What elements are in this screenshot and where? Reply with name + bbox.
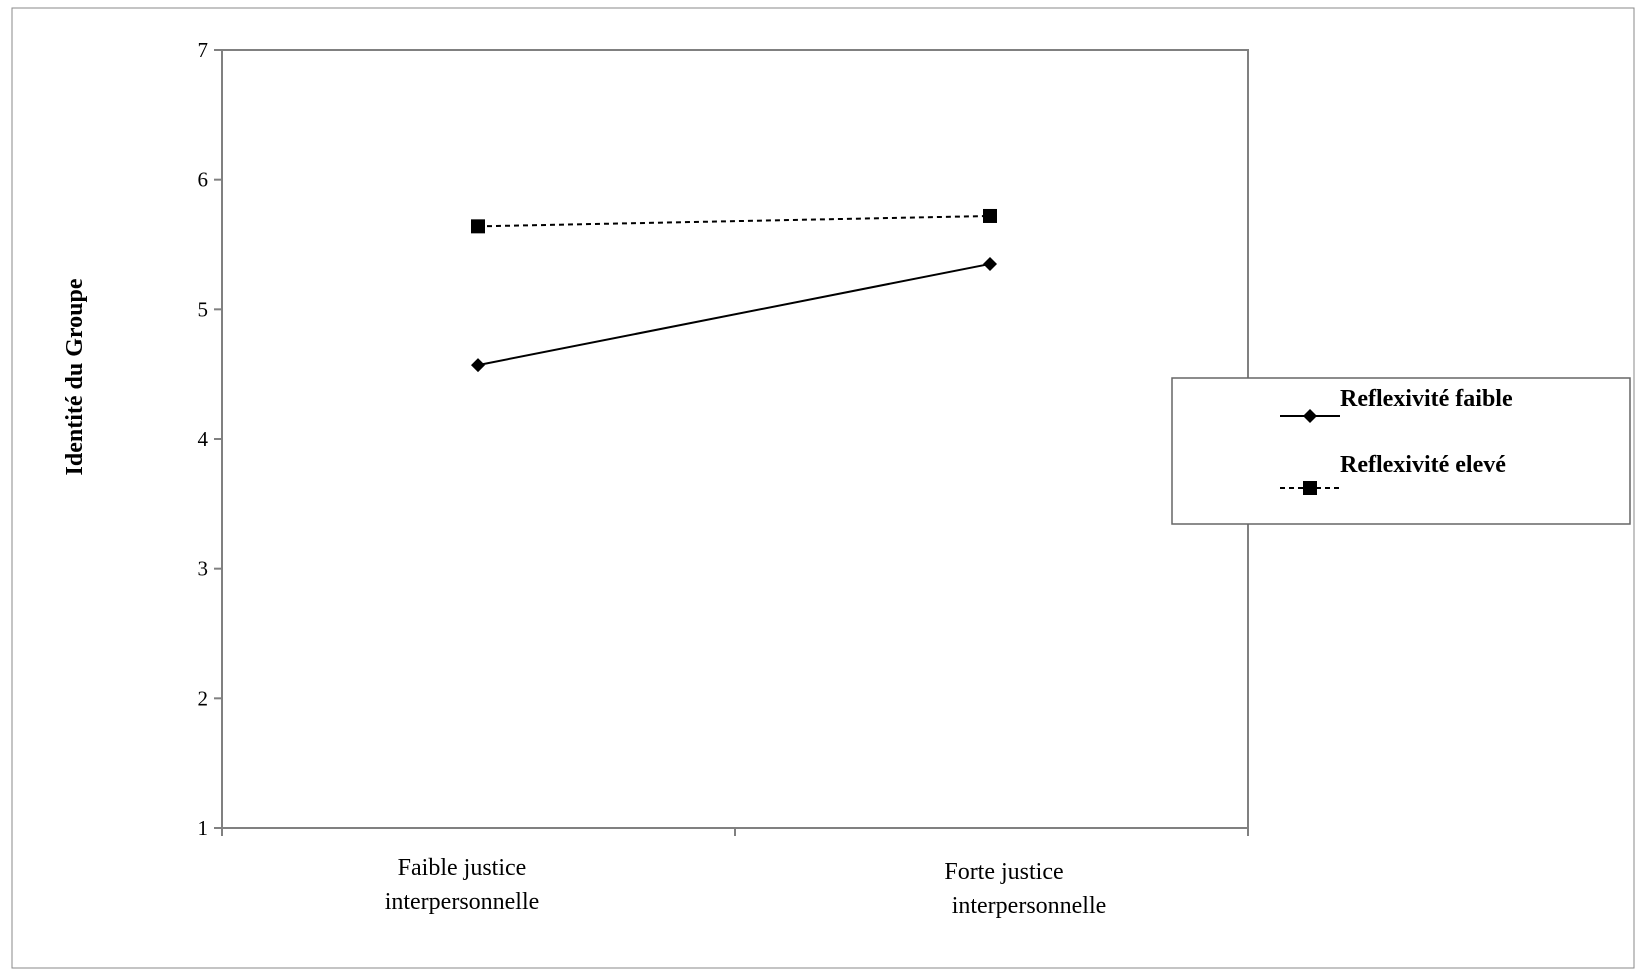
data-point-square	[983, 208, 997, 223]
x-category-label-line: Faible justice	[398, 855, 527, 881]
x-axis-ticks	[221, 828, 1249, 836]
legend: Reflexivité faible Reflexivité elevé	[1171, 377, 1631, 525]
legend-box	[1171, 377, 1631, 525]
data-point-diamond	[1303, 409, 1317, 423]
x-category-label: Faible justice interpersonnelle	[385, 855, 540, 915]
legend-entries: Reflexivité faible Reflexivité elevé	[1280, 386, 1513, 495]
data-point-square	[471, 219, 485, 234]
series-reflexivite-eleve	[471, 208, 997, 234]
series-line	[477, 214, 991, 228]
y-tick-label: 2	[198, 686, 209, 710]
data-point-diamond	[983, 256, 997, 271]
data-point-diamond	[471, 358, 485, 373]
y-tick-label: 7	[198, 38, 209, 62]
y-tick-label: 1	[198, 816, 209, 840]
legend-label: Reflexivité faible	[1340, 386, 1513, 412]
x-category-label-line: Forte justice	[944, 859, 1063, 885]
y-tick-label: 5	[198, 297, 209, 321]
legend-item: Reflexivité elevé	[1280, 452, 1506, 495]
y-tick-label: 6	[198, 168, 209, 192]
x-category-label-line: interpersonnelle	[952, 893, 1107, 919]
legend-label: Reflexivité elevé	[1340, 452, 1506, 478]
x-category-label-line: interpersonnelle	[385, 889, 540, 915]
data-point-square	[1303, 481, 1317, 495]
x-category-label: Forte justice interpersonnelle	[944, 859, 1106, 919]
series-layer	[471, 208, 997, 373]
legend-item: Reflexivité faible	[1280, 386, 1513, 423]
y-tick-label: 3	[198, 557, 209, 581]
y-axis-title: Identité du Groupe	[62, 278, 88, 475]
series-reflexivite-faible	[471, 256, 997, 373]
y-tick-label: 4	[198, 427, 209, 451]
series-line	[477, 262, 991, 367]
y-axis-ticks: 1 2 3 4 5 6 7	[198, 38, 222, 840]
